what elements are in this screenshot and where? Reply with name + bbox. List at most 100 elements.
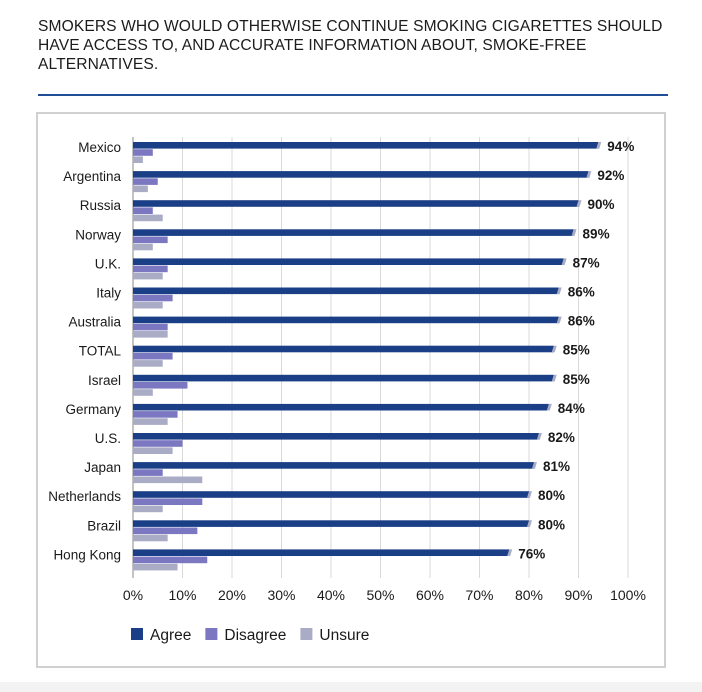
bar-end-cap xyxy=(561,258,567,265)
legend-swatch-agree xyxy=(131,628,143,640)
bar-disagree xyxy=(133,323,168,331)
bar-end-cap xyxy=(551,374,557,382)
category-label: Norway xyxy=(75,227,121,242)
value-label: 86% xyxy=(568,285,595,300)
bar-end-cap xyxy=(551,345,557,353)
category-label: Russia xyxy=(80,198,122,213)
bar-end-cap xyxy=(576,200,582,207)
bar-unsure xyxy=(133,389,153,396)
bar-unsure xyxy=(133,185,148,193)
bar-disagree xyxy=(133,352,173,360)
bar-agree xyxy=(133,520,529,527)
value-label: 80% xyxy=(538,517,565,532)
value-label: 87% xyxy=(573,255,600,270)
category-label: Germany xyxy=(65,402,121,417)
bar-unsure xyxy=(133,331,168,338)
bar-agree xyxy=(133,287,559,295)
bar-agree xyxy=(133,229,574,236)
x-tick-label: 10% xyxy=(168,587,196,603)
bar-unsure xyxy=(133,243,153,251)
x-axis-ticks: 0% 10% 20% 30% 40% 50% 60% 70% 80% 90% 100% xyxy=(123,587,646,603)
bar-end-cap xyxy=(507,549,513,556)
bar-disagree xyxy=(133,556,208,564)
x-tick-label: 100% xyxy=(610,587,646,603)
chart-title: SMOKERS WHO WOULD OTHERWISE CONTINUE SMO… xyxy=(38,18,663,73)
category-label: Japan xyxy=(84,460,121,475)
bar-disagree xyxy=(133,207,153,214)
bar-agree xyxy=(133,171,589,178)
bar-unsure xyxy=(133,301,163,309)
bar-disagree xyxy=(133,178,158,185)
value-label: 86% xyxy=(568,314,595,329)
value-labels: 94% 92% 90% 89% 87% 86% 86% 85% 85% 84% 82% 81% 80% 8… xyxy=(518,139,634,561)
bar-agree xyxy=(133,200,579,207)
bar-end-cap xyxy=(527,520,532,527)
bar-disagree xyxy=(133,411,178,418)
x-tick-label: 90% xyxy=(564,587,592,603)
category-label: Israel xyxy=(88,373,121,388)
x-tick-label: 50% xyxy=(366,587,394,603)
x-tick-label: 70% xyxy=(465,587,493,603)
bar-unsure xyxy=(133,418,168,425)
bar-disagree xyxy=(133,294,173,302)
legend-swatch-disagree xyxy=(205,628,218,640)
category-label: U.K. xyxy=(95,256,121,271)
bar-agree xyxy=(133,549,510,556)
bar-agree xyxy=(133,258,564,265)
bar-disagree xyxy=(133,382,188,389)
legend-swatch-unsure xyxy=(300,628,313,640)
value-label: 85% xyxy=(563,343,590,358)
bar-agree xyxy=(133,433,539,440)
bar-unsure xyxy=(133,360,163,367)
value-label: 80% xyxy=(538,488,565,503)
legend: Agree Disagree Unsure xyxy=(131,627,369,644)
bar-disagree xyxy=(133,265,168,273)
bar-agree xyxy=(133,462,534,469)
bar-unsure xyxy=(133,156,143,163)
bar-end-cap xyxy=(571,229,577,236)
bar-end-cap xyxy=(527,491,532,498)
value-label: 81% xyxy=(543,459,570,474)
value-label: 84% xyxy=(558,401,585,416)
bar-end-cap xyxy=(586,171,592,178)
value-label: 89% xyxy=(583,226,610,241)
value-label: 85% xyxy=(563,372,590,387)
category-label: Mexico xyxy=(78,140,121,155)
category-label: U.S. xyxy=(95,431,121,446)
bar-agree xyxy=(133,316,559,324)
value-label: 76% xyxy=(518,546,545,561)
bar-unsure xyxy=(133,272,163,280)
legend-label-disagree: Disagree xyxy=(224,627,286,644)
x-tick-label: 20% xyxy=(218,587,246,603)
category-label: Netherlands xyxy=(48,489,121,504)
category-label: Italy xyxy=(96,286,121,301)
bar-agree xyxy=(133,491,529,498)
bar-agree xyxy=(133,374,554,382)
category-label: Hong Kong xyxy=(53,547,121,562)
bar-end-cap xyxy=(556,287,562,295)
x-tick-label: 40% xyxy=(317,587,345,603)
bar-unsure xyxy=(133,563,178,571)
bar-disagree xyxy=(133,149,153,156)
category-label: TOTAL xyxy=(79,344,122,359)
legend-label-unsure: Unsure xyxy=(319,627,369,644)
bar-disagree xyxy=(133,469,163,476)
bar-end-cap xyxy=(546,403,552,411)
category-labels: Mexico Argentina Russia Norway U.K. Italy Aust… xyxy=(48,140,121,562)
title-divider xyxy=(38,94,668,96)
bars xyxy=(133,142,602,571)
bar-agree xyxy=(133,403,549,411)
bar-end-cap xyxy=(596,142,602,149)
x-tick-label: 60% xyxy=(416,587,444,603)
category-label: Australia xyxy=(68,315,121,330)
bar-disagree xyxy=(133,440,183,447)
bar-agree xyxy=(133,345,554,353)
bar-disagree xyxy=(133,498,203,505)
value-label: 90% xyxy=(588,197,615,212)
bar-unsure xyxy=(133,534,168,542)
bar-unsure xyxy=(133,505,163,513)
bar-unsure xyxy=(133,447,173,454)
value-label: 94% xyxy=(607,139,634,154)
bar-unsure xyxy=(133,476,203,484)
